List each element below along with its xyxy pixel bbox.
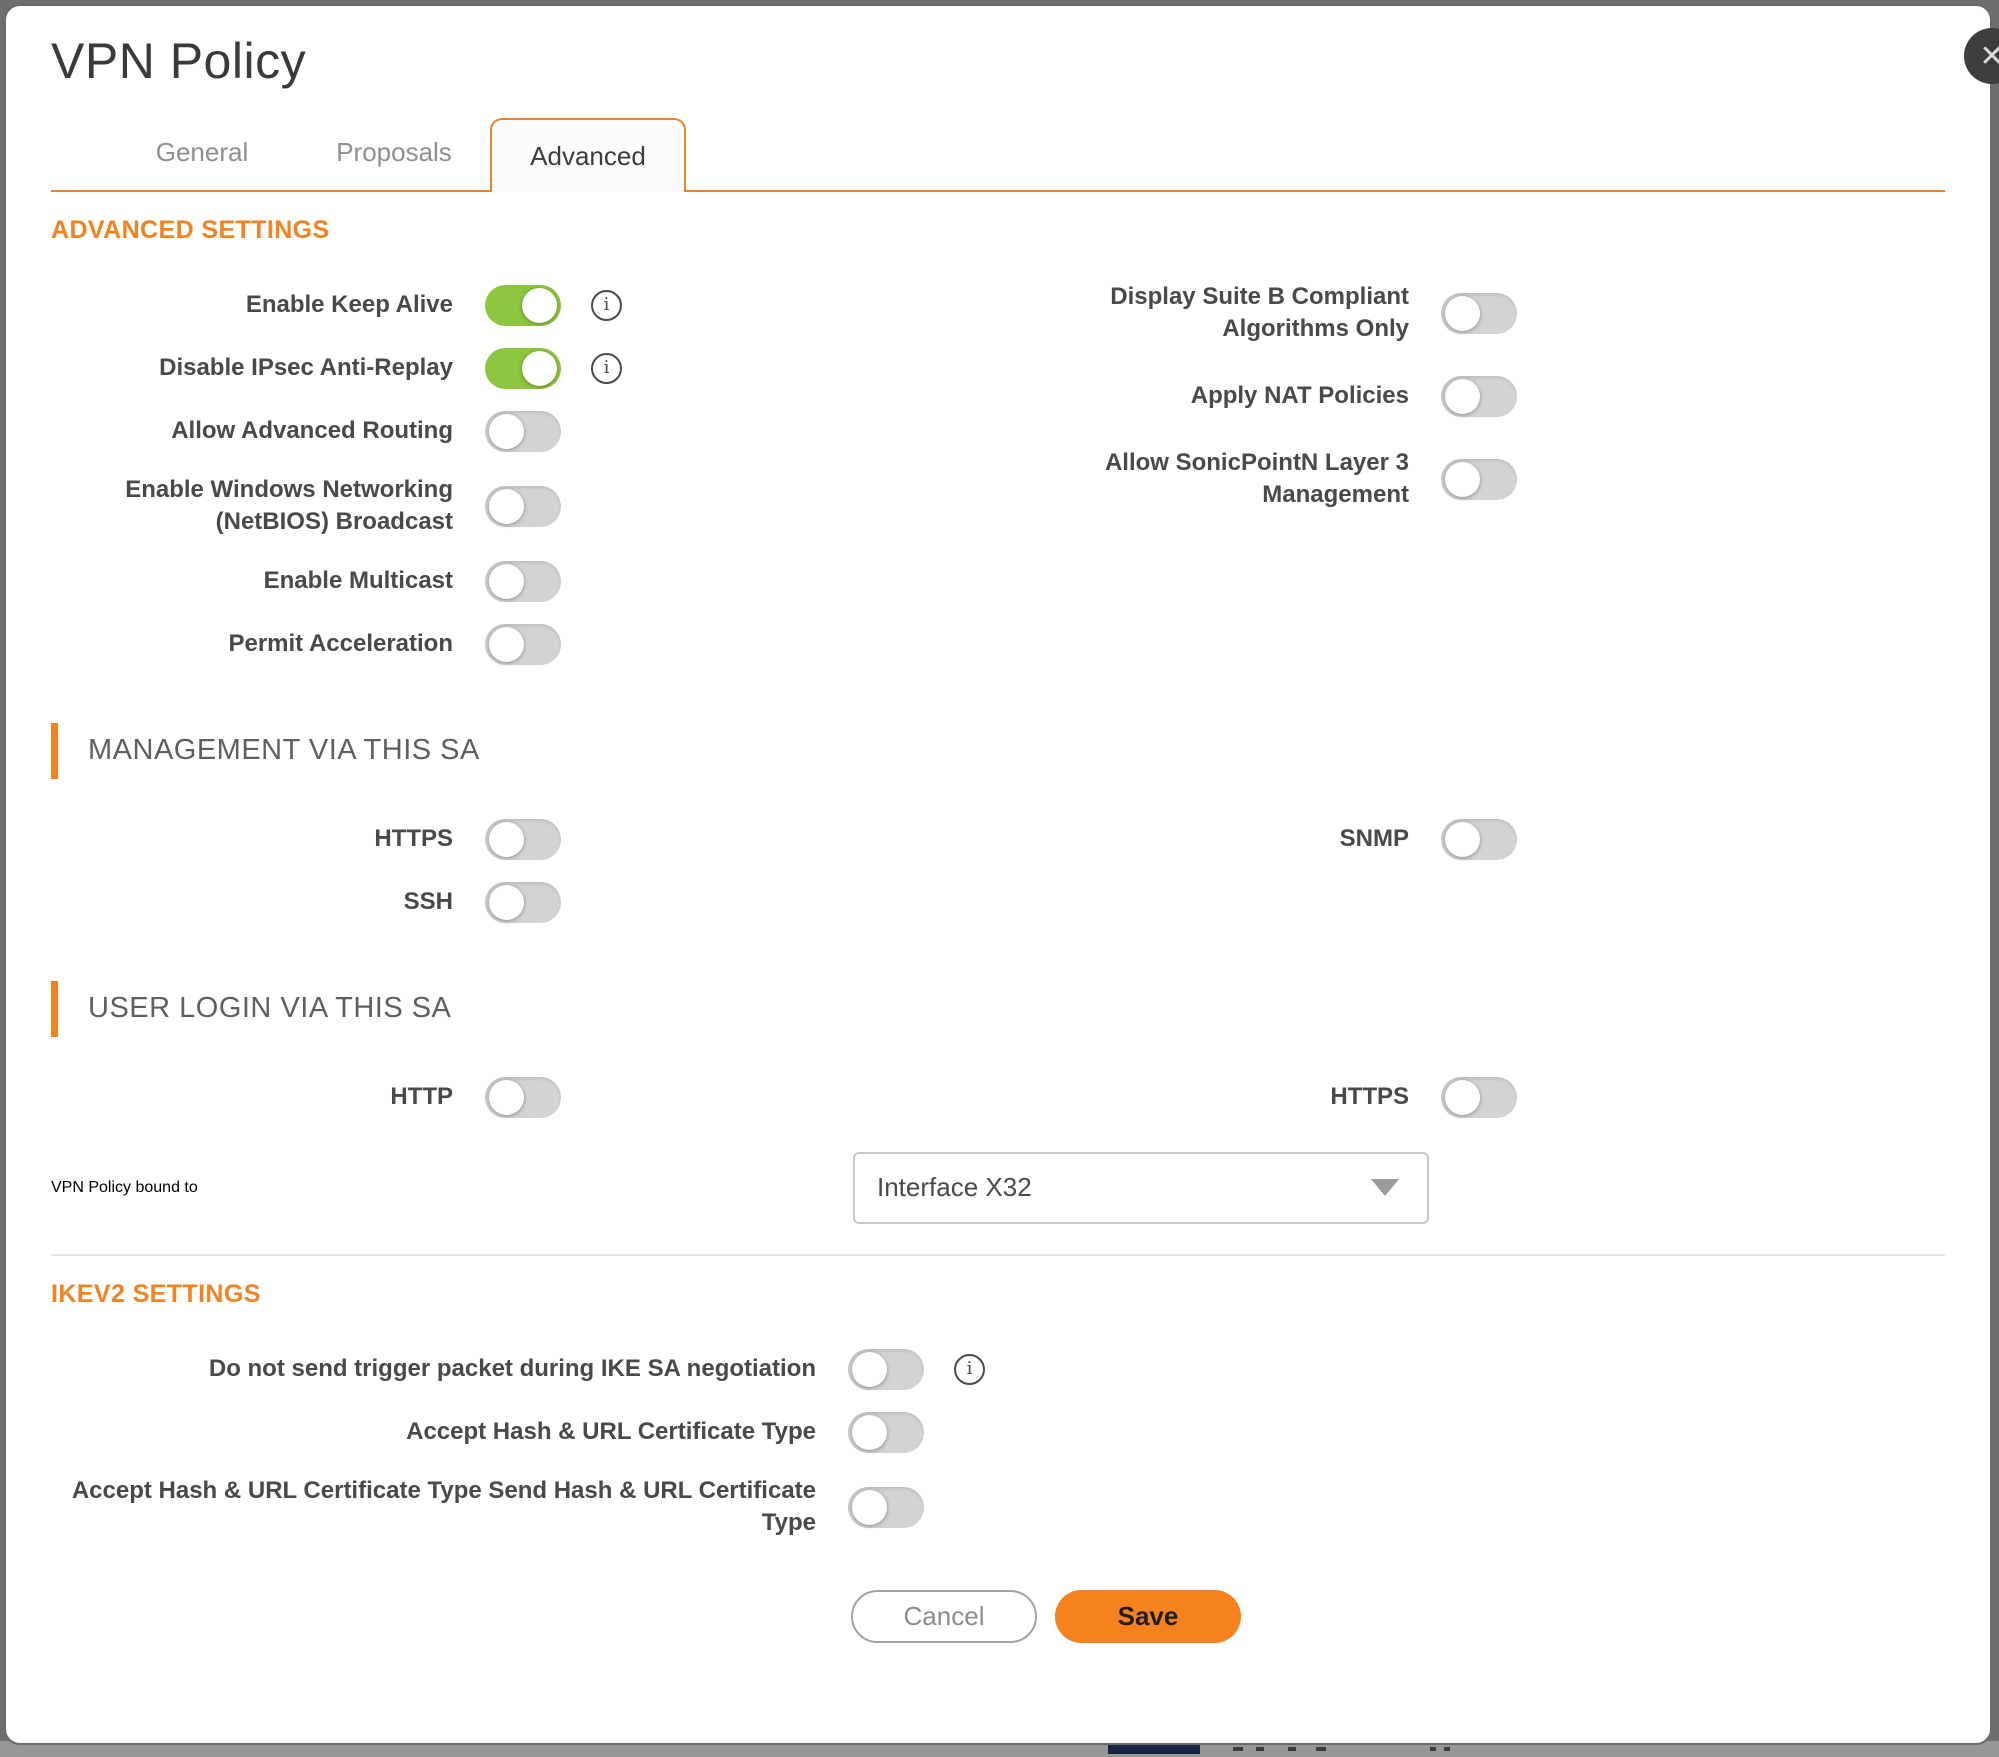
- toggle-label: Accept Hash & URL Certificate Type: [406, 1418, 816, 1446]
- management-https-toggle[interactable]: [485, 818, 561, 860]
- enable-keep-alive-toggle[interactable]: [485, 285, 561, 326]
- tab-proposals[interactable]: Proposals: [336, 137, 452, 167]
- management-ssh-toggle[interactable]: [485, 881, 561, 923]
- toggle-label: Allow SonicPointN Layer 3 Management: [1104, 448, 1409, 509]
- user-login-https-toggle[interactable]: [1441, 1076, 1517, 1118]
- tab-underline: [51, 190, 1945, 192]
- enable-windows-networking-netbios-broadcast-toggle[interactable]: [485, 485, 561, 527]
- toggle-knob: [1445, 378, 1480, 414]
- toggle-label: Enable Multicast: [263, 567, 453, 595]
- user-login-left-column: HTTP: [51, 1051, 998, 1118]
- toggle-knob: [489, 488, 524, 524]
- background-page-fragment: [1288, 1747, 1296, 1751]
- tab-general[interactable]: General: [155, 137, 249, 167]
- cancel-button[interactable]: Cancel: [851, 1589, 1037, 1643]
- toggle-knob: [489, 414, 524, 449]
- background-page-fragment: [1108, 1745, 1200, 1754]
- toggle-knob: [489, 563, 524, 599]
- toggle-label: Do not send trigger packet during IKE SA…: [208, 1355, 816, 1383]
- toggle-label: Enable Windows Networking (NetBIOS) Broa…: [125, 476, 453, 536]
- toggle-knob: [1445, 821, 1480, 857]
- enable-multicast-toggle[interactable]: [485, 560, 561, 602]
- section-title: USER LOGIN VIA THIS SA: [88, 992, 452, 1025]
- save-button[interactable]: Save: [1055, 1589, 1241, 1643]
- toggle-label: HTTPS: [1330, 1083, 1409, 1111]
- toggle-knob: [522, 288, 557, 323]
- toggle-knob: [852, 1414, 887, 1450]
- user-login-right-column: HTTPS: [998, 1051, 1945, 1118]
- vpn-policy-bound-select[interactable]: Interface X32: [853, 1151, 1429, 1224]
- toggle-knob: [522, 351, 557, 386]
- apply-nat-policies-toggle[interactable]: [1441, 375, 1517, 417]
- do-not-send-trigger-packet-toggle[interactable]: [848, 1348, 924, 1390]
- selected-interface-value: Interface X32: [877, 1172, 1032, 1203]
- accept-hash-url-certificate-type-send-toggle[interactable]: [848, 1486, 924, 1528]
- toggle-label: Enable Keep Alive: [245, 291, 453, 319]
- toggle-knob: [1445, 1079, 1480, 1115]
- user-login-http-toggle[interactable]: [485, 1076, 561, 1118]
- toggle-knob: [1445, 295, 1480, 331]
- background-page-fragment: [1430, 1747, 1436, 1751]
- toggle-knob: [489, 884, 524, 920]
- info-icon[interactable]: i: [954, 1353, 985, 1385]
- management-snmp-toggle[interactable]: [1441, 818, 1517, 860]
- vpn-policy-bound-label: VPN Policy bound to: [51, 1178, 198, 1196]
- toggle-knob: [852, 1489, 887, 1525]
- background-page-fragment: [1316, 1747, 1326, 1751]
- vpn-policy-dialog: ✕ VPN Policy General Proposals Advanced …: [4, 4, 1999, 1745]
- toggle-knob: [852, 1351, 887, 1387]
- toggle-knob: [489, 821, 524, 857]
- ikev2-settings-heading: IKEV2 SETTINGS: [51, 1279, 261, 1308]
- toggle-label: Disable IPsec Anti-Replay: [159, 354, 453, 382]
- allow-advanced-routing-toggle[interactable]: [485, 411, 561, 452]
- dialog-footer: Cancel Save: [51, 1589, 1945, 1643]
- vpn-policy-bound-row: VPN Policy bound to Interface X32: [51, 1151, 1945, 1224]
- tab-advanced[interactable]: Advanced: [490, 118, 686, 192]
- allow-sonicpointn-layer-3-management-toggle[interactable]: [1441, 458, 1517, 500]
- toggle-knob: [489, 1079, 524, 1115]
- user-login-via-sa-header: USER LOGIN VIA THIS SA: [51, 980, 1945, 1037]
- toggle-label: HTTP: [390, 1083, 453, 1111]
- toggle-label: Display Suite B Compliant Algorithms Onl…: [1110, 283, 1409, 343]
- accept-hash-url-certificate-type-toggle[interactable]: [848, 1411, 924, 1453]
- background-page-fragment: [1444, 1747, 1450, 1751]
- toggle-label: SSH: [403, 888, 453, 916]
- management-via-sa-header: MANAGEMENT VIA THIS SA: [51, 722, 1945, 779]
- section-title: MANAGEMENT VIA THIS SA: [88, 734, 480, 767]
- chevron-down-icon: [1371, 1179, 1399, 1197]
- section-accent-bar: [51, 980, 58, 1037]
- display-suite-b-compliant-algorithms-only-toggle[interactable]: [1441, 292, 1517, 334]
- toggle-label: Accept Hash & URL Certificate Type Send …: [71, 1476, 816, 1537]
- disable-ipsec-anti-replay-toggle[interactable]: [485, 348, 561, 389]
- toggle-label: Permit Acceleration: [228, 630, 453, 658]
- advanced-settings-left-column: Enable Keep Alive i Disable IPsec Anti-R…: [51, 259, 998, 665]
- toggle-label: SNMP: [1339, 825, 1409, 853]
- permit-acceleration-toggle[interactable]: [485, 623, 561, 665]
- page-title: VPN Policy: [51, 33, 307, 89]
- toggle-knob: [489, 626, 524, 662]
- toggle-label: Apply NAT Policies: [1190, 382, 1409, 410]
- management-left-column: HTTPS SSH: [51, 793, 998, 923]
- section-accent-bar: [51, 722, 58, 779]
- info-icon[interactable]: i: [591, 353, 622, 384]
- toggle-label: Allow Advanced Routing: [171, 417, 453, 445]
- info-icon[interactable]: i: [591, 290, 622, 321]
- close-icon: ✕: [1979, 39, 1999, 73]
- background-page-fragment: [1233, 1747, 1243, 1751]
- management-right-column: SNMP: [998, 793, 1945, 923]
- toggle-knob: [1445, 461, 1480, 497]
- advanced-settings-heading: ADVANCED SETTINGS: [51, 216, 330, 244]
- toggle-label: HTTPS: [374, 825, 453, 853]
- background-page-fragment: [1256, 1747, 1264, 1751]
- section-divider: [51, 1253, 1945, 1256]
- background-page-strip: [0, 1741, 1999, 1757]
- advanced-settings-right-column: Display Suite B Compliant Algorithms Onl…: [998, 259, 1945, 665]
- tab-bar: General Proposals Advanced: [51, 118, 1945, 192]
